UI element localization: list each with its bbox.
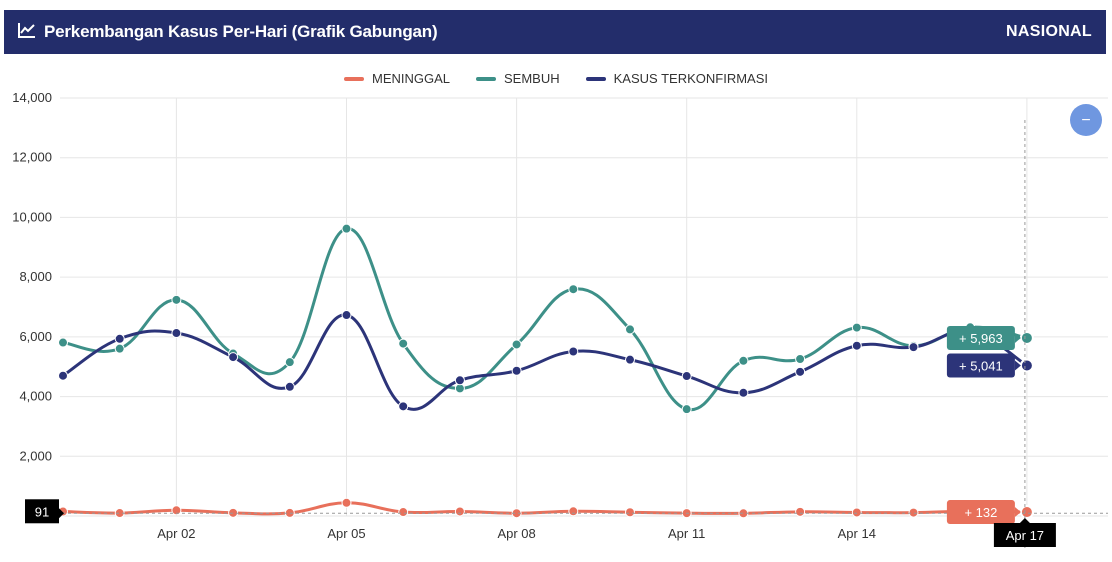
legend-label-terkonfirmasi: KASUS TERKONFIRMASI [613, 71, 768, 86]
header-title-group: Perkembangan Kasus Per-Hari (Grafik Gabu… [18, 22, 438, 43]
data-point-meninggal[interactable] [398, 507, 409, 518]
tooltip-label-sembuh: + 5,963 [959, 331, 1003, 346]
data-point-sembuh[interactable] [1019, 330, 1034, 345]
data-point-terkonfirmasi[interactable] [908, 342, 919, 353]
x-crosshair-label-pointer [1019, 518, 1030, 523]
data-point-sembuh[interactable] [738, 355, 749, 366]
tooltip-pointer-terkonfirmasi [1014, 360, 1021, 371]
data-point-meninggal[interactable] [625, 507, 635, 518]
data-point-terkonfirmasi[interactable] [738, 387, 749, 398]
data-point-sembuh[interactable] [568, 284, 579, 295]
data-point-terkonfirmasi[interactable] [398, 401, 409, 412]
line-chart-icon [18, 22, 36, 43]
data-point-terkonfirmasi[interactable] [1019, 358, 1034, 373]
x-tick-label: Apr 05 [327, 526, 365, 541]
y-tick-label: 12,000 [12, 150, 52, 165]
y-tick-label: 14,000 [12, 90, 52, 105]
data-point-meninggal[interactable] [454, 506, 465, 517]
data-point-meninggal[interactable] [171, 505, 182, 516]
legend-item-terkonfirmasi[interactable]: KASUS TERKONFIRMASI [585, 71, 768, 86]
y-tick-label: 2,000 [19, 448, 52, 463]
data-point-meninggal[interactable] [795, 506, 806, 517]
region-label: NASIONAL [1006, 23, 1092, 40]
y-tick-label: 6,000 [19, 329, 52, 344]
data-point-meninggal[interactable] [341, 497, 352, 508]
tooltip-label-meninggal: + 132 [964, 505, 997, 520]
data-point-meninggal[interactable] [1019, 505, 1034, 520]
data-point-sembuh[interactable] [171, 294, 182, 305]
data-point-terkonfirmasi[interactable] [625, 354, 635, 365]
chart-header: Perkembangan Kasus Per-Hari (Grafik Gabu… [4, 10, 1106, 54]
data-point-sembuh[interactable] [625, 324, 635, 335]
data-point-terkonfirmasi[interactable] [511, 365, 522, 376]
data-point-sembuh[interactable] [511, 339, 522, 350]
x-tick-label: Apr 02 [157, 526, 195, 541]
chart-legend: MENINGGAL SEMBUH KASUS TERKONFIRMASI [0, 71, 1112, 86]
data-point-sembuh[interactable] [398, 338, 409, 349]
zoom-out-icon: − [1081, 112, 1090, 129]
data-point-sembuh[interactable] [795, 354, 806, 365]
legend-swatch-meninggal [344, 76, 364, 81]
x-tick-label: Apr 11 [668, 526, 705, 541]
x-crosshair-label-box [993, 523, 1056, 547]
x-tick-label: Apr 08 [497, 526, 535, 541]
data-point-sembuh[interactable] [114, 343, 125, 354]
y-crosshair-label-pointer [59, 508, 64, 519]
legend-label-sembuh: SEMBUH [504, 71, 560, 86]
data-point-terkonfirmasi[interactable] [341, 310, 352, 321]
y-crosshair-label-box [25, 499, 59, 524]
y-tick-label: 8,000 [19, 269, 52, 284]
x-tick-label: Apr 14 [838, 526, 876, 541]
data-point-sembuh[interactable] [58, 337, 68, 348]
data-point-terkonfirmasi[interactable] [681, 371, 692, 382]
tooltip-label-terkonfirmasi: + 5,041 [959, 358, 1003, 373]
y-crosshair-label: 91 [35, 504, 49, 519]
series-line-sembuh [62, 227, 1028, 412]
legend-swatch-terkonfirmasi [585, 76, 606, 81]
legend-item-sembuh[interactable]: SEMBUH [476, 71, 560, 86]
data-point-sembuh[interactable] [284, 357, 295, 368]
tooltip-sembuh [946, 325, 1015, 350]
data-point-terkonfirmasi[interactable] [228, 352, 239, 363]
data-point-terkonfirmasi[interactable] [114, 333, 125, 344]
x-crosshair-label: Apr 17 [1006, 528, 1044, 543]
legend-item-meninggal[interactable]: MENINGGAL [344, 71, 450, 86]
data-point-meninggal[interactable] [851, 507, 862, 518]
data-point-terkonfirmasi[interactable] [568, 346, 579, 357]
legend-label-meninggal: MENINGGAL [372, 71, 451, 86]
data-point-sembuh[interactable] [851, 322, 862, 333]
data-point-terkonfirmasi[interactable] [284, 381, 295, 392]
data-point-meninggal[interactable] [568, 506, 579, 517]
data-point-terkonfirmasi[interactable] [58, 370, 68, 381]
data-point-sembuh[interactable] [341, 223, 352, 234]
data-point-sembuh[interactable] [681, 404, 692, 415]
legend-swatch-sembuh [476, 76, 497, 81]
data-point-terkonfirmasi[interactable] [795, 366, 806, 377]
y-tick-label: 4,000 [19, 389, 52, 404]
tooltip-meninggal [946, 500, 1015, 525]
tooltip-pointer-meninggal [1014, 507, 1021, 518]
data-point-meninggal[interactable] [908, 507, 919, 518]
chart-title: Perkembangan Kasus Per-Hari (Grafik Gabu… [44, 22, 438, 41]
tooltip-terkonfirmasi [946, 353, 1015, 378]
data-point-sembuh[interactable] [454, 383, 465, 394]
tooltip-pointer-sembuh [1014, 332, 1021, 343]
series-line-terkonfirmasi [62, 313, 1028, 411]
y-tick-label: 10,000 [12, 209, 52, 224]
series-line-meninggal [62, 501, 1027, 516]
data-point-terkonfirmasi[interactable] [851, 340, 862, 351]
data-point-terkonfirmasi[interactable] [171, 328, 182, 339]
data-point-terkonfirmasi[interactable] [454, 375, 465, 386]
zoom-out-button[interactable] [1070, 104, 1102, 136]
